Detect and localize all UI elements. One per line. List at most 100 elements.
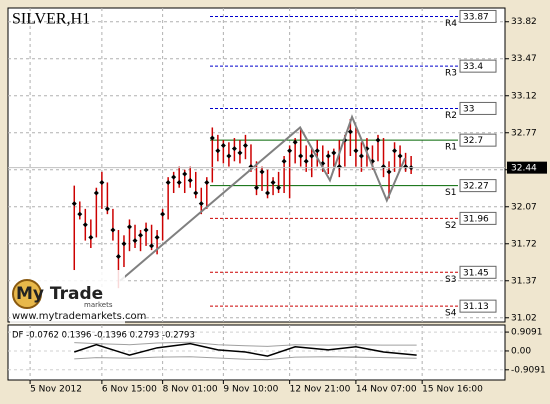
zigzag-line xyxy=(119,114,406,282)
y-tick-label: 32.77 xyxy=(511,128,537,138)
bar-close xyxy=(165,179,171,185)
y-tick-label: 33.12 xyxy=(511,91,537,101)
level-name: R4 xyxy=(445,19,457,29)
indicator-line xyxy=(74,341,417,347)
bar-close xyxy=(237,150,243,156)
bar-close xyxy=(242,142,248,148)
level-box xyxy=(459,299,497,313)
indicator-plot-area xyxy=(7,324,506,381)
bar-close xyxy=(314,148,320,154)
level-box xyxy=(459,179,497,193)
bar-close xyxy=(149,243,155,249)
bar-close xyxy=(226,153,232,159)
level-name: S4 xyxy=(445,309,457,319)
y-tick-label: 33.47 xyxy=(511,54,537,64)
bar-close xyxy=(375,137,381,143)
bar-close xyxy=(309,153,315,159)
bar-close xyxy=(187,177,193,183)
x-tick-label: 5 Nov 2012 xyxy=(30,385,82,395)
bar-close xyxy=(110,227,116,233)
bar-close xyxy=(143,227,149,233)
indicator-y-tick-label: 0.00 xyxy=(511,346,531,356)
chart-title: SILVER,H1 xyxy=(12,11,90,28)
y-tick-label: 32.07 xyxy=(511,202,537,212)
indicator-y-tick-label: 0.9091 xyxy=(511,328,543,338)
bar-close xyxy=(209,135,215,141)
y-tick-label: 31.02 xyxy=(511,313,537,323)
bar-close xyxy=(115,253,121,259)
bar-close xyxy=(204,179,210,185)
x-tick-label: 6 Nov 15:00 xyxy=(102,385,157,395)
logo: My Trade markets www.mytrademarkets.com xyxy=(10,270,146,324)
bar-close xyxy=(198,201,204,207)
level-name: R1 xyxy=(445,143,457,153)
bar-close xyxy=(77,211,83,217)
bar-close xyxy=(259,169,265,175)
bar-close xyxy=(154,234,160,240)
bar-close xyxy=(193,190,199,196)
current-price-box xyxy=(507,161,547,174)
bar-close xyxy=(392,148,398,154)
bar-close xyxy=(93,190,99,196)
bar-close xyxy=(121,241,127,247)
bar-close xyxy=(71,201,77,207)
y-tick-label: 33.82 xyxy=(511,17,537,27)
x-tick-label: 12 Nov 21:00 xyxy=(290,385,351,395)
level-label: 32.7 xyxy=(463,136,483,146)
bar-close xyxy=(171,174,177,180)
level-name: R3 xyxy=(445,69,457,79)
bar-close xyxy=(397,153,403,159)
current-price-label: 32.44 xyxy=(511,164,537,174)
bar-close xyxy=(325,153,331,159)
bar-close xyxy=(88,234,94,240)
bar-close xyxy=(231,146,237,152)
bar-close xyxy=(287,148,293,154)
indicator-label: DF -0.0762 0.1396 -0.1396 0.2793 -0.2793 xyxy=(12,331,195,341)
bar-close xyxy=(386,169,392,175)
bar-close xyxy=(132,238,138,244)
level-label: 33.4 xyxy=(463,62,483,72)
bar-close xyxy=(182,171,188,177)
logo-icon xyxy=(12,279,42,309)
x-tick-label: 8 Nov 01:00 xyxy=(163,385,218,395)
bar-close xyxy=(160,211,166,217)
level-box xyxy=(459,101,497,115)
bar-close xyxy=(176,179,182,185)
indicator-line xyxy=(74,342,417,357)
overlay-layer: 32.44 xyxy=(8,114,547,361)
bar-close xyxy=(358,153,364,159)
bar-close xyxy=(270,179,276,185)
level-name: S1 xyxy=(445,188,456,198)
bar-close xyxy=(347,129,353,135)
bar-close xyxy=(99,179,105,185)
level-box xyxy=(459,9,497,23)
level-label: 31.45 xyxy=(463,268,489,278)
level-name: S3 xyxy=(445,275,456,285)
level-box xyxy=(459,133,497,147)
bar-close xyxy=(276,185,282,191)
bar-close xyxy=(104,206,110,212)
bar-close xyxy=(281,158,287,164)
x-tick-label: 15 Nov 16:00 xyxy=(422,385,483,395)
indicator-line xyxy=(74,356,417,361)
level-label: 33 xyxy=(463,104,474,114)
levels-layer: R4 33.87 R3 33.4 R2 33 R1 32.7 S1 32.27 S2 31.96 S3 3… xyxy=(210,9,497,319)
bar-close xyxy=(331,150,337,156)
bar-close xyxy=(303,158,309,164)
bar-close xyxy=(215,148,221,154)
bar-close xyxy=(82,222,88,228)
bar-close xyxy=(126,224,132,230)
level-box xyxy=(459,265,497,279)
bar-close xyxy=(353,148,359,154)
x-tick-label: 14 Nov 07:00 xyxy=(356,385,417,395)
level-name: R2 xyxy=(445,111,457,121)
level-box xyxy=(459,211,497,225)
bar-close xyxy=(298,153,304,159)
level-box xyxy=(459,59,497,73)
logo-url: www.mytrademarkets.com xyxy=(12,311,146,322)
logo-text: My Trade xyxy=(16,284,103,304)
bar-close xyxy=(292,139,298,145)
level-label: 32.27 xyxy=(463,182,489,192)
bar-close xyxy=(254,185,259,191)
